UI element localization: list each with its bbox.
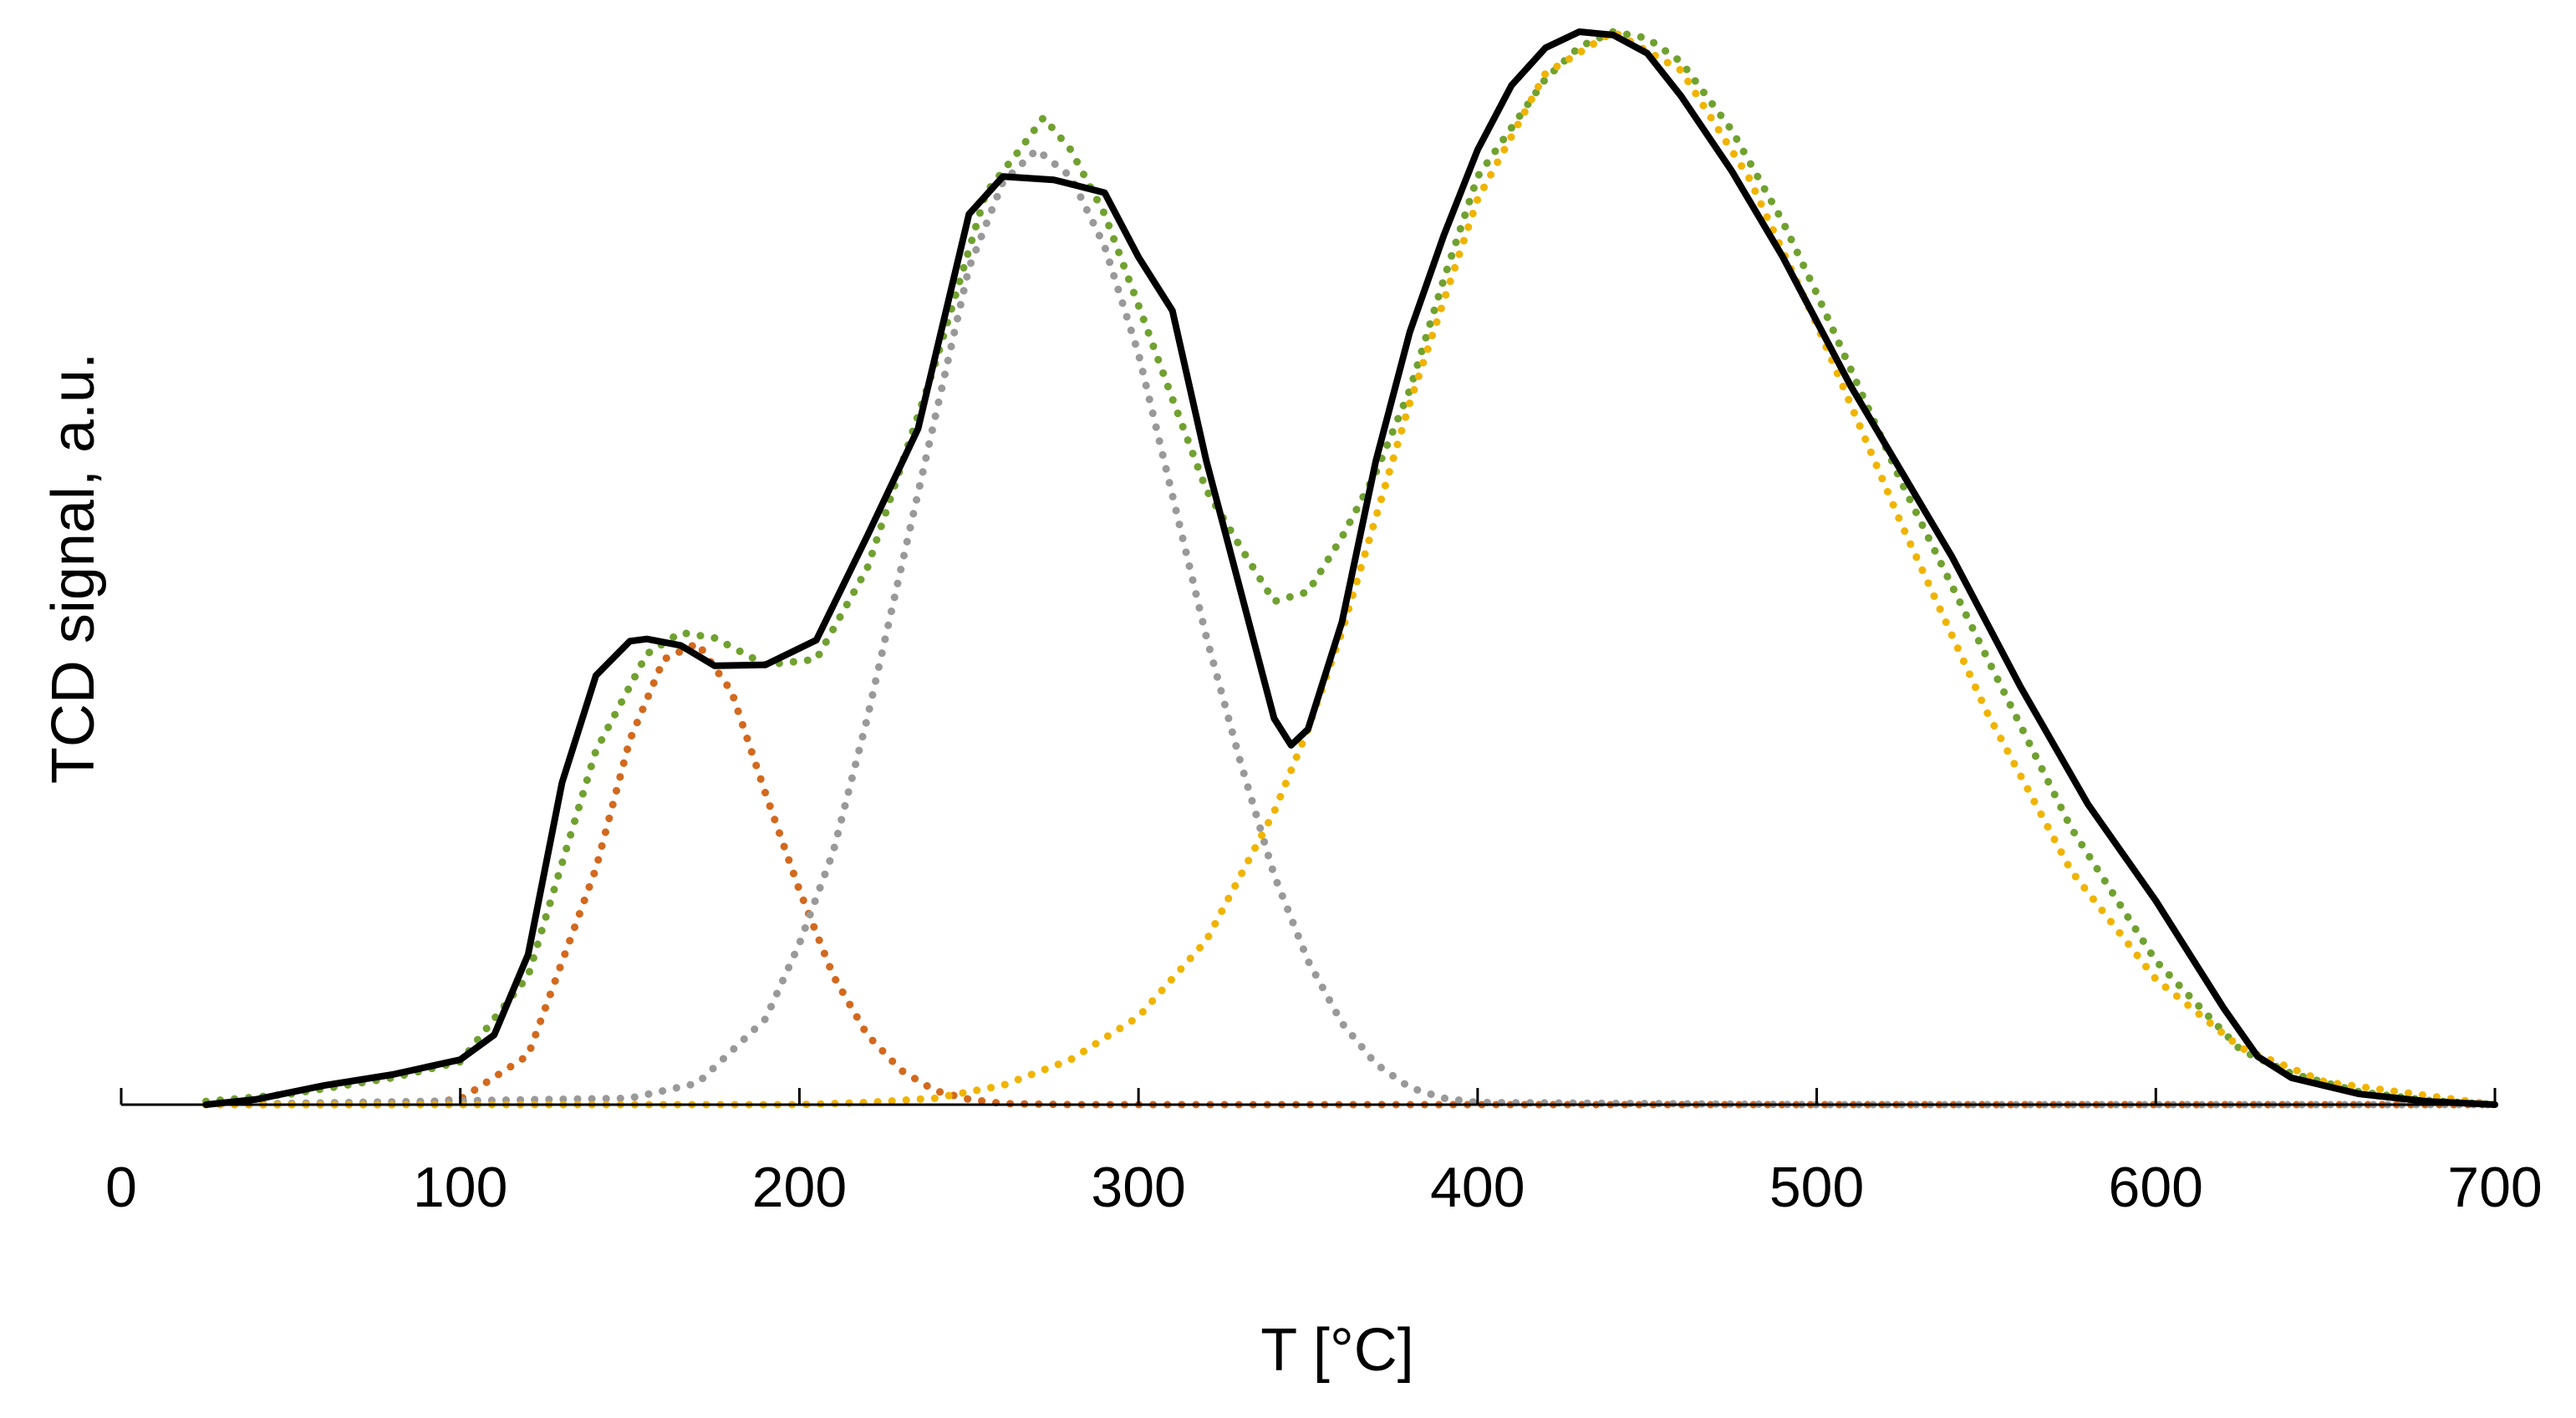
x-tick-label: 500 bbox=[1769, 1156, 1864, 1219]
series-line-0 bbox=[202, 28, 2498, 1108]
y-axis-title: TCD signal, a.u. bbox=[40, 353, 107, 784]
tick-layer: 0 100 200 300 400 500 600 700 bbox=[105, 1156, 2543, 1219]
x-axis-title: T [°C] bbox=[1260, 1317, 1413, 1384]
x-tick-label: 200 bbox=[752, 1156, 847, 1219]
series-layer bbox=[201, 28, 2499, 1109]
x-tick-label: 300 bbox=[1091, 1156, 1185, 1219]
x-tick-label: 0 bbox=[105, 1156, 137, 1219]
series-line-4 bbox=[201, 28, 2499, 1109]
x-tick-label: 400 bbox=[1430, 1156, 1525, 1219]
x-tick-label: 600 bbox=[2109, 1156, 2203, 1219]
series-line-1 bbox=[201, 28, 2499, 1109]
axis-layer bbox=[120, 1088, 2497, 1106]
x-tick-label: 700 bbox=[2447, 1156, 2542, 1219]
x-tick-label: 100 bbox=[413, 1156, 507, 1219]
series-line-3 bbox=[201, 145, 2499, 1109]
